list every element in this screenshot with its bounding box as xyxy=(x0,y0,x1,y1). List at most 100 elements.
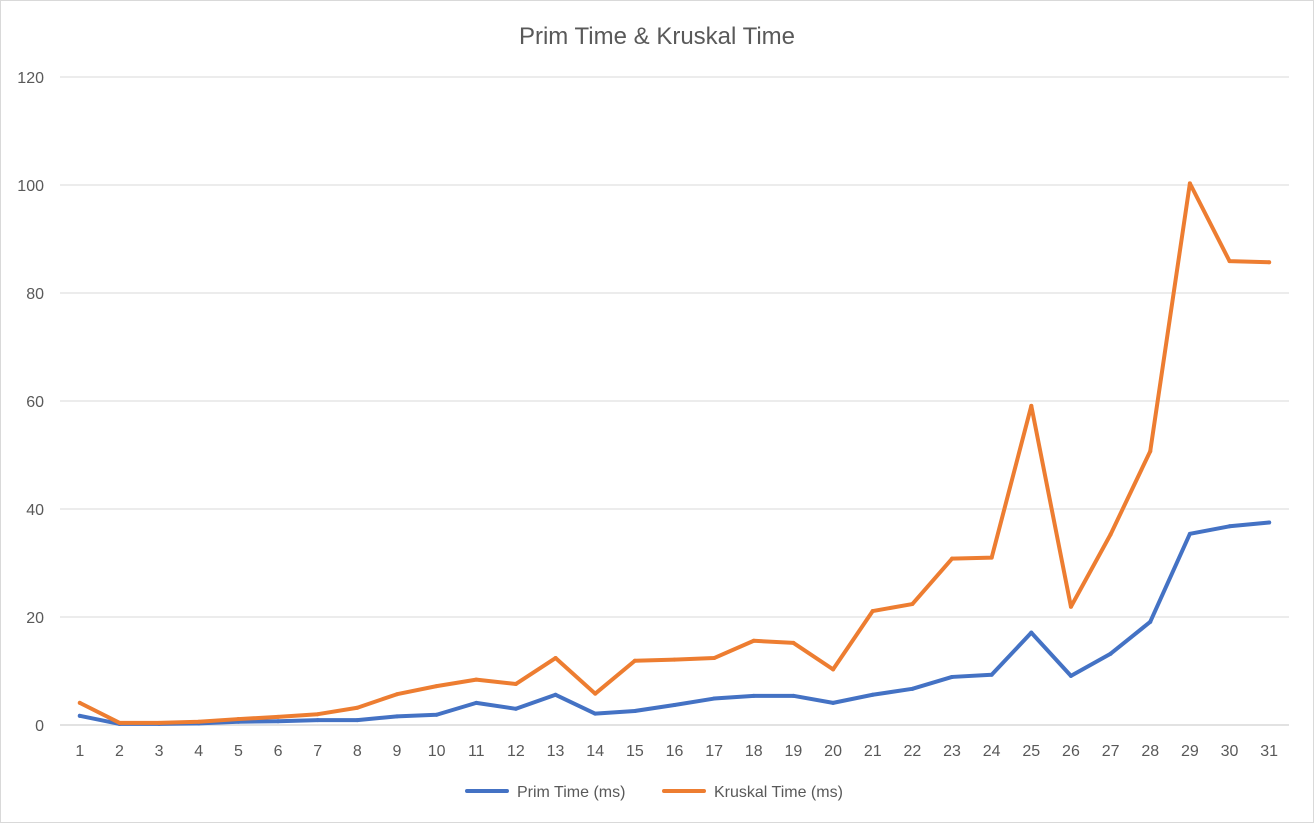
data-point xyxy=(315,718,320,723)
chart-title: Prim Time & Kruskal Time xyxy=(519,23,795,50)
data-point xyxy=(1108,651,1113,656)
x-tick-label: 2 xyxy=(115,743,124,760)
x-tick-label: 5 xyxy=(234,743,243,760)
x-tick-label: 17 xyxy=(705,743,723,760)
legend-label: Kruskal Time (ms) xyxy=(714,784,843,801)
data-point xyxy=(1108,532,1113,537)
y-tick-label: 0 xyxy=(35,718,44,735)
data-point xyxy=(434,712,439,717)
data-point xyxy=(1187,181,1192,186)
x-tick-label: 16 xyxy=(666,743,684,760)
series-lines xyxy=(77,181,1272,726)
x-tick-label: 28 xyxy=(1141,743,1159,760)
data-point xyxy=(831,667,836,672)
series-line-prim-time xyxy=(77,520,1272,726)
x-tick-label: 20 xyxy=(824,743,842,760)
data-point xyxy=(593,711,598,716)
data-point xyxy=(632,708,637,713)
data-point xyxy=(553,692,558,697)
x-tick-label: 7 xyxy=(313,743,322,760)
y-tick-label: 80 xyxy=(26,286,44,303)
data-point xyxy=(355,718,360,723)
data-point xyxy=(1029,630,1034,635)
y-axis-tick-labels: 0 20 40 60 80 100 120 xyxy=(17,70,44,735)
x-tick-label: 8 xyxy=(353,743,362,760)
series-line-kruskal-time xyxy=(77,181,1272,725)
data-point xyxy=(394,692,399,697)
data-point xyxy=(513,681,518,686)
data-point xyxy=(355,705,360,710)
data-point xyxy=(989,672,994,677)
data-point xyxy=(632,658,637,663)
data-point xyxy=(276,719,281,724)
x-tick-label: 21 xyxy=(864,743,882,760)
x-tick-label: 1 xyxy=(75,743,84,760)
data-point xyxy=(1227,259,1232,264)
x-tick-label: 14 xyxy=(586,743,604,760)
x-tick-label: 27 xyxy=(1102,743,1120,760)
x-tick-label: 24 xyxy=(983,743,1001,760)
data-point xyxy=(1267,520,1272,525)
x-tick-label: 23 xyxy=(943,743,961,760)
y-tick-label: 120 xyxy=(17,70,44,87)
data-point xyxy=(1227,524,1232,529)
data-point xyxy=(950,556,955,561)
data-point xyxy=(831,700,836,705)
data-point xyxy=(712,656,717,661)
data-point xyxy=(791,640,796,645)
data-point xyxy=(117,720,122,725)
data-point xyxy=(157,720,162,725)
data-point xyxy=(196,719,201,724)
legend-label: Prim Time (ms) xyxy=(517,784,625,801)
y-tick-label: 100 xyxy=(17,178,44,195)
data-point xyxy=(77,713,82,718)
data-point xyxy=(950,674,955,679)
x-tick-label: 4 xyxy=(194,743,203,760)
data-point xyxy=(553,656,558,661)
data-point xyxy=(672,703,677,708)
y-tick-label: 40 xyxy=(26,502,44,519)
data-point xyxy=(910,602,915,607)
data-point xyxy=(434,684,439,689)
data-point xyxy=(236,717,241,722)
x-tick-label: 19 xyxy=(785,743,803,760)
x-tick-label: 25 xyxy=(1022,743,1040,760)
x-tick-label: 15 xyxy=(626,743,644,760)
data-point xyxy=(791,693,796,698)
x-tick-label: 31 xyxy=(1260,743,1278,760)
x-tick-label: 6 xyxy=(274,743,283,760)
data-point xyxy=(672,657,677,662)
data-point xyxy=(870,609,875,614)
data-point xyxy=(712,696,717,701)
data-point xyxy=(1029,403,1034,408)
x-tick-label: 10 xyxy=(428,743,446,760)
x-tick-label: 3 xyxy=(155,743,164,760)
data-point xyxy=(870,692,875,697)
x-tick-label: 13 xyxy=(547,743,565,760)
data-point xyxy=(910,686,915,691)
data-point xyxy=(751,693,756,698)
data-point xyxy=(1148,619,1153,624)
x-tick-label: 11 xyxy=(468,743,485,760)
data-point xyxy=(276,714,281,719)
data-point xyxy=(394,714,399,719)
x-tick-label: 12 xyxy=(507,743,525,760)
legend: Prim Time (ms) Kruskal Time (ms) xyxy=(465,784,843,801)
x-tick-label: 29 xyxy=(1181,743,1199,760)
data-point xyxy=(1068,673,1073,678)
data-point xyxy=(1267,260,1272,265)
x-tick-label: 26 xyxy=(1062,743,1080,760)
data-point xyxy=(474,677,479,682)
data-point xyxy=(315,712,320,717)
data-point xyxy=(77,700,82,705)
x-tick-label: 22 xyxy=(903,743,921,760)
y-tick-label: 20 xyxy=(26,610,44,627)
y-tick-label: 60 xyxy=(26,394,44,411)
data-point xyxy=(989,555,994,560)
data-point xyxy=(751,638,756,643)
x-tick-label: 18 xyxy=(745,743,763,760)
x-axis-tick-labels: 1 2 3 4 5 6 7 8 9 10 11 12 13 14 15 16 17 18 19 20 21 22 23 24 2… xyxy=(75,743,1278,760)
gridlines xyxy=(60,76,1289,726)
